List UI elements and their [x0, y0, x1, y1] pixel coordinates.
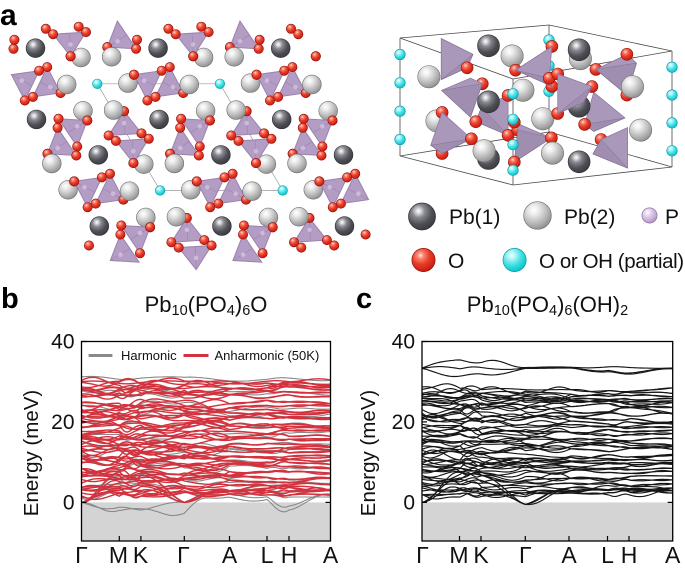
- svg-text:O or OH (partial): O or OH (partial): [539, 250, 684, 273]
- svg-text:40: 40: [392, 331, 415, 354]
- svg-text:M: M: [449, 542, 468, 568]
- svg-text:Pb10(PO4)6(OH)2: Pb10(PO4)6(OH)2: [467, 292, 628, 319]
- svg-text:L: L: [601, 542, 614, 568]
- svg-text:Γ: Γ: [177, 542, 190, 568]
- svg-text:M: M: [109, 542, 128, 568]
- svg-text:Anharmonic (50K): Anharmonic (50K): [215, 348, 320, 363]
- svg-text:K: K: [133, 542, 149, 568]
- svg-text:Pb10(PO4)6O: Pb10(PO4)6O: [145, 292, 268, 319]
- svg-text:Γ: Γ: [519, 542, 532, 568]
- svg-text:40: 40: [51, 331, 74, 354]
- svg-text:P: P: [665, 206, 679, 229]
- svg-text:Pb(1): Pb(1): [449, 206, 500, 229]
- svg-text:K: K: [473, 542, 489, 568]
- svg-text:A: A: [323, 542, 339, 568]
- svg-text:L: L: [261, 542, 274, 568]
- svg-text:A: A: [222, 542, 238, 568]
- svg-text:20: 20: [392, 411, 415, 434]
- svg-text:c: c: [356, 283, 372, 315]
- svg-text:A: A: [665, 542, 681, 568]
- svg-text:Harmonic: Harmonic: [121, 348, 177, 363]
- svg-text:Γ: Γ: [75, 542, 88, 568]
- svg-text:H: H: [281, 542, 298, 568]
- svg-text:Energy (meV): Energy (meV): [20, 390, 43, 516]
- svg-text:Pb(2): Pb(2): [564, 206, 615, 229]
- svg-text:A: A: [561, 542, 577, 568]
- svg-text:a: a: [0, 0, 17, 32]
- svg-text:b: b: [1, 283, 19, 315]
- svg-text:Energy (meV): Energy (meV): [357, 390, 380, 516]
- svg-text:0: 0: [403, 491, 415, 514]
- svg-text:Γ: Γ: [416, 542, 429, 568]
- svg-text:0: 0: [63, 491, 75, 514]
- svg-text:H: H: [621, 542, 638, 568]
- svg-text:20: 20: [51, 411, 74, 434]
- svg-text:O: O: [448, 250, 464, 273]
